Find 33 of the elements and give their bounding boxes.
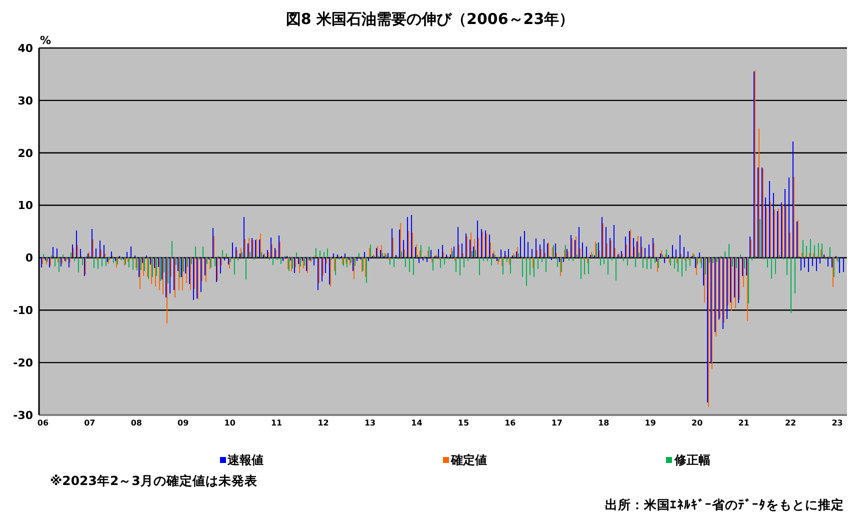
x-tick-label: 14 bbox=[411, 418, 423, 428]
y-tick-label: -30 bbox=[13, 408, 34, 422]
y-tick-label: 10 bbox=[18, 199, 34, 212]
legend-label: 確定値 bbox=[450, 452, 487, 468]
chart-title: 図8 米国石油需要の伸び（2006～23年） bbox=[284, 10, 576, 28]
y-tick-label: 40 bbox=[18, 42, 34, 55]
text: ※2023年2～3月の確定値は未発表 bbox=[50, 473, 258, 489]
legend-label: 速報値 bbox=[228, 452, 264, 468]
legend-label: 修正幅 bbox=[674, 452, 710, 468]
y-tick-label: 0 bbox=[25, 252, 34, 265]
x-tick-label: 07 bbox=[84, 418, 96, 428]
x-tick-label: 13 bbox=[364, 418, 376, 428]
x-tick-label: 22 bbox=[784, 418, 796, 428]
x-tick-label: 08 bbox=[130, 418, 142, 428]
x-tick-label: 06 bbox=[37, 418, 49, 428]
x-tick-label: 19 bbox=[644, 418, 656, 428]
x-tick-label: 18 bbox=[598, 418, 610, 428]
x-tick-label: 12 bbox=[318, 418, 329, 428]
x-tick-label: 16 bbox=[504, 418, 516, 428]
x-tick-label: 21 bbox=[738, 418, 750, 428]
x-tick-label: 09 bbox=[178, 418, 190, 428]
x-tick-label: 23 bbox=[832, 418, 843, 428]
x-tick-label: 11 bbox=[271, 418, 283, 428]
x-tick-label: 20 bbox=[692, 418, 704, 428]
y-tick-label: -20 bbox=[13, 356, 34, 370]
x-tick-label: 17 bbox=[551, 418, 562, 428]
text: 出所：米国ｴﾈﾙｷﾞｰ省のﾃﾞｰﾀをもとに推定 bbox=[605, 497, 844, 513]
x-tick-label: 15 bbox=[458, 418, 470, 428]
y-tick-label: -10 bbox=[13, 304, 34, 318]
y-tick-label: 30 bbox=[18, 94, 34, 108]
y-tick-label: 20 bbox=[18, 146, 34, 160]
y-axis-title: % bbox=[40, 34, 52, 47]
x-tick-label: 10 bbox=[224, 418, 236, 428]
